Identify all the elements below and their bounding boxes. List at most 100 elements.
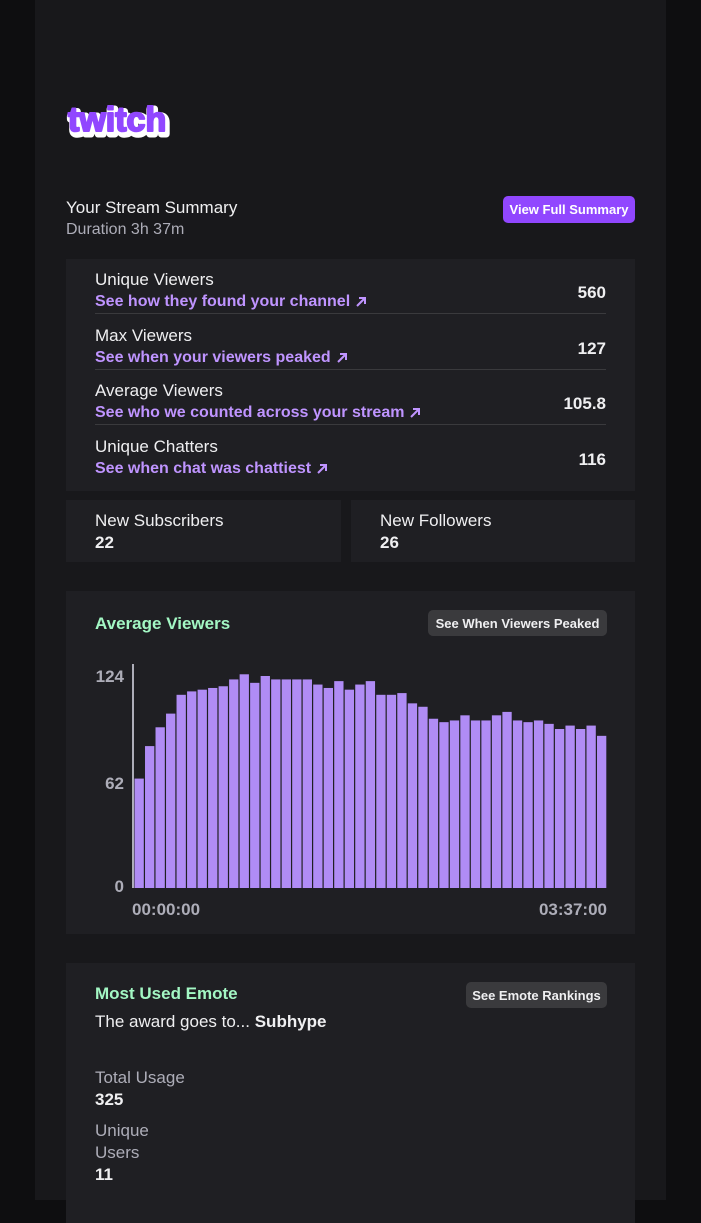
chart-bar [533, 720, 544, 888]
summary-duration: Duration 3h 37m [66, 221, 185, 238]
new-subscribers-label: New Subscribers [95, 511, 224, 530]
chart-bar [208, 687, 218, 888]
chart-bar [239, 674, 249, 888]
chart-bar [544, 723, 554, 888]
new-followers-label: New Followers [380, 511, 492, 530]
external-arrow-icon [410, 408, 421, 418]
chart-bar [176, 694, 186, 888]
award-text: The award goes to... Subhype [95, 1012, 327, 1032]
bars-group [134, 674, 607, 888]
divider [95, 369, 606, 370]
y-tick-label: 124 [96, 667, 125, 686]
summary-title: Your Stream Summary [66, 198, 238, 217]
stat-link[interactable]: See how they found your channel [95, 293, 367, 311]
unique-users-label-line2: Users [95, 1143, 140, 1162]
stat-value: 116 [578, 450, 606, 469]
stat-link-text: See when chat was chattiest [95, 460, 312, 477]
chart-bar [355, 684, 365, 888]
chart-bar [197, 689, 207, 888]
chart-bar [523, 722, 533, 888]
divider [95, 313, 606, 314]
chart-bar [386, 694, 397, 888]
stat-link[interactable]: See when chat was chattiest [95, 460, 328, 478]
stat-row-max-viewers: Max Viewers See when your viewers peaked… [95, 315, 606, 370]
most-used-emote-card: Most Used Emote See Emote Rankings The a… [66, 963, 635, 1223]
chart-bar [218, 686, 228, 888]
new-followers-value: 26 [380, 533, 399, 552]
chart-bar [596, 735, 607, 888]
y-tick-label: 0 [115, 877, 124, 896]
stat-link[interactable]: See when your viewers peaked [95, 349, 348, 367]
stats-card: Unique Viewers See how they found your c… [66, 259, 635, 491]
stat-value: 127 [577, 339, 606, 358]
chart-bar [407, 703, 418, 888]
chart-bar [502, 711, 512, 888]
unique-users-value: 11 [95, 1165, 113, 1184]
chart-bar [449, 720, 460, 888]
view-full-summary-button[interactable]: View Full Summary [503, 196, 635, 223]
svg-text:twitch: twitch [70, 104, 168, 142]
y-tick-label: 62 [105, 774, 124, 793]
award-prefix: The award goes to... [95, 1012, 250, 1031]
see-when-viewers-peaked-button[interactable]: See When Viewers Peaked [428, 610, 607, 636]
chart-bar [418, 706, 428, 888]
stat-label: Unique Chatters [95, 437, 218, 456]
average-viewers-title: Average Viewers [95, 614, 231, 633]
chart-bar [323, 687, 334, 888]
chart-bar [250, 682, 260, 888]
chart-bar [281, 679, 291, 888]
stat-label: Max Viewers [95, 326, 192, 345]
stat-value: 105.8 [563, 394, 606, 413]
award-emote-name: Subhype [254, 1012, 327, 1031]
chart-bar [397, 693, 407, 888]
twitch-logo: twitch twitch [67, 100, 172, 142]
chart-bar [575, 729, 586, 888]
most-used-emote-title: Most Used Emote [95, 984, 238, 1003]
chart-bar [187, 691, 197, 888]
see-emote-rankings-button[interactable]: See Emote Rankings [466, 982, 607, 1008]
stat-row-unique-chatters: Unique Chatters See when chat was chatti… [95, 426, 606, 481]
x-end-label: 03:37:00 [539, 900, 607, 919]
total-usage-value: 325 [95, 1090, 124, 1109]
chart-bar [470, 720, 481, 888]
stat-label: Average Viewers [95, 381, 223, 400]
total-usage-label: Total Usage [95, 1068, 185, 1087]
svg-text:twitch: twitch [68, 101, 166, 139]
chart-bar [439, 722, 449, 888]
chart-bar [481, 720, 491, 888]
chart-bar [260, 676, 270, 888]
chart-bar [460, 715, 470, 888]
chart-bar [229, 679, 239, 888]
external-arrow-icon [317, 464, 328, 474]
external-arrow-icon [356, 297, 367, 307]
stat-row-unique-viewers: Unique Viewers See how they found your c… [95, 259, 606, 314]
divider [95, 424, 606, 425]
unique-users-label-line1: Unique [95, 1121, 149, 1140]
stat-link-text: See how they found your channel [95, 293, 351, 310]
x-start-label: 00:00:00 [132, 900, 200, 919]
stat-link[interactable]: See who we counted across your stream [95, 404, 421, 422]
average-viewers-chart: 124 62 0 00:00:00 03:37:00 [96, 664, 607, 919]
chart-bar [344, 689, 355, 888]
chart-bar [166, 713, 176, 888]
chart-bar [365, 681, 376, 888]
chart-bar [554, 729, 565, 888]
chart-bar [428, 718, 439, 888]
stat-link-text: See who we counted across your stream [95, 404, 405, 421]
stat-link-text: See when your viewers peaked [95, 349, 331, 366]
chart-bar [512, 720, 523, 888]
chart-bar [586, 725, 596, 888]
chart-bar [313, 684, 323, 888]
chart-bar [271, 679, 281, 888]
chart-bar [491, 715, 502, 888]
stat-row-average-viewers: Average Viewers See who we counted acros… [95, 370, 606, 425]
chart-bar [334, 681, 344, 888]
chart-bar [292, 679, 302, 888]
new-subscribers-value: 22 [95, 533, 114, 552]
chart-bar [145, 746, 155, 888]
chart-bar [565, 725, 575, 888]
chart-bar [134, 778, 144, 888]
new-subscribers-card: New Subscribers 22 [66, 500, 341, 562]
chart-bar [155, 727, 165, 888]
chart-bar [376, 694, 386, 888]
